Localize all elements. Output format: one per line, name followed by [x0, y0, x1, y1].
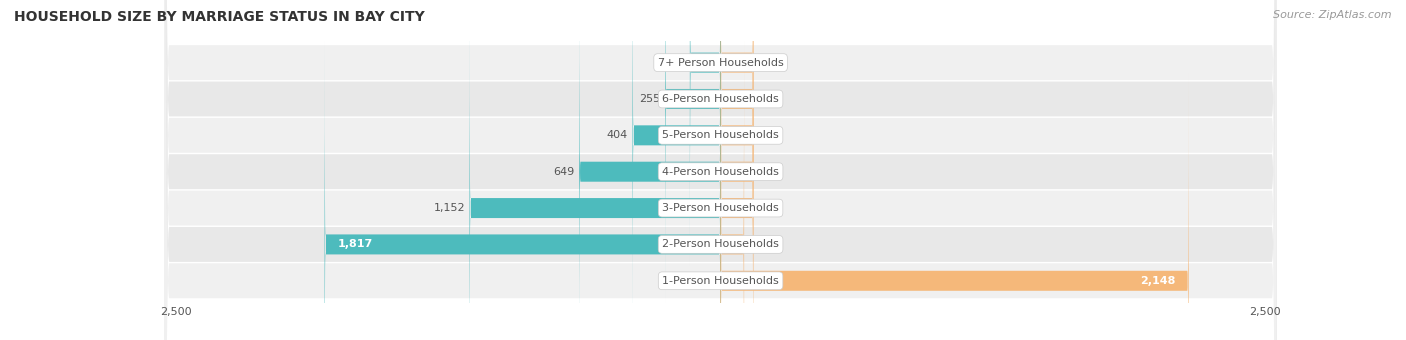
- Text: 255: 255: [640, 94, 661, 104]
- Text: 6-Person Households: 6-Person Households: [662, 94, 779, 104]
- FancyBboxPatch shape: [690, 0, 721, 271]
- Text: 7+ Person Households: 7+ Person Households: [658, 57, 783, 68]
- Text: 0: 0: [758, 57, 765, 68]
- Text: Source: ZipAtlas.com: Source: ZipAtlas.com: [1274, 10, 1392, 20]
- FancyBboxPatch shape: [633, 0, 721, 340]
- FancyBboxPatch shape: [470, 0, 721, 340]
- Text: 1,152: 1,152: [433, 203, 465, 213]
- FancyBboxPatch shape: [165, 0, 1277, 340]
- FancyBboxPatch shape: [721, 36, 744, 340]
- FancyBboxPatch shape: [165, 0, 1277, 340]
- Text: 649: 649: [554, 167, 575, 177]
- Text: 0: 0: [758, 130, 765, 140]
- Text: 404: 404: [607, 130, 628, 140]
- Text: 0: 0: [758, 167, 765, 177]
- Text: 0: 0: [758, 203, 765, 213]
- Text: 3-Person Households: 3-Person Households: [662, 203, 779, 213]
- Text: 4-Person Households: 4-Person Households: [662, 167, 779, 177]
- Text: 5-Person Households: 5-Person Households: [662, 130, 779, 140]
- FancyBboxPatch shape: [165, 0, 1277, 340]
- Text: 2,148: 2,148: [1140, 276, 1175, 286]
- FancyBboxPatch shape: [721, 0, 754, 340]
- Text: 108: 108: [748, 239, 769, 250]
- FancyBboxPatch shape: [579, 0, 721, 340]
- FancyBboxPatch shape: [721, 0, 754, 340]
- FancyBboxPatch shape: [721, 73, 1188, 340]
- Text: 0: 0: [758, 94, 765, 104]
- FancyBboxPatch shape: [165, 0, 1277, 340]
- FancyBboxPatch shape: [721, 0, 754, 271]
- Text: 1,817: 1,817: [337, 239, 373, 250]
- FancyBboxPatch shape: [721, 0, 754, 340]
- FancyBboxPatch shape: [325, 36, 721, 340]
- FancyBboxPatch shape: [165, 0, 1277, 340]
- FancyBboxPatch shape: [165, 0, 1277, 340]
- FancyBboxPatch shape: [165, 0, 1277, 340]
- FancyBboxPatch shape: [665, 0, 721, 307]
- Text: 2-Person Households: 2-Person Households: [662, 239, 779, 250]
- FancyBboxPatch shape: [721, 0, 754, 307]
- Text: 141: 141: [665, 57, 686, 68]
- Text: HOUSEHOLD SIZE BY MARRIAGE STATUS IN BAY CITY: HOUSEHOLD SIZE BY MARRIAGE STATUS IN BAY…: [14, 10, 425, 24]
- Text: 1-Person Households: 1-Person Households: [662, 276, 779, 286]
